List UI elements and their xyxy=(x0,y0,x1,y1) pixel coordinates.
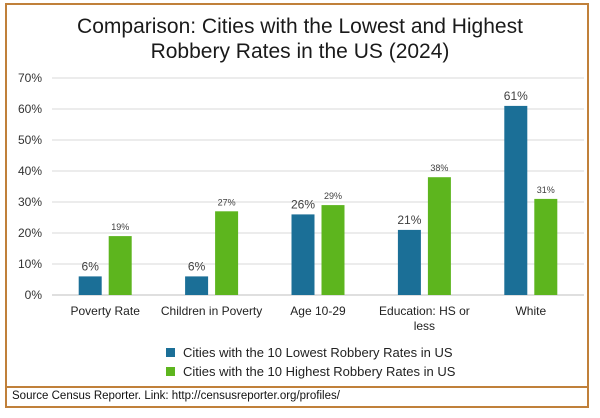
x-tick-label: Education: HS or xyxy=(379,304,470,318)
data-label: 19% xyxy=(111,222,129,232)
x-tick-label: Poverty Rate xyxy=(71,304,141,318)
data-label: 21% xyxy=(397,213,421,227)
y-tick-label: 0% xyxy=(25,288,43,302)
data-label: 61% xyxy=(504,89,528,103)
x-tick-label: White xyxy=(515,304,546,318)
y-tick-label: 50% xyxy=(18,133,42,147)
data-label: 38% xyxy=(430,163,448,173)
source-note: Source Census Reporter. Link: http://cen… xyxy=(12,390,340,402)
data-label: 29% xyxy=(324,191,342,201)
y-tick-label: 20% xyxy=(18,226,42,240)
y-tick-label: 40% xyxy=(18,164,42,178)
chart-title-line2: Robbery Rates in the US (2024) xyxy=(150,40,450,63)
chart-title: Comparison: Cities with the Lowest and H… xyxy=(0,14,600,64)
bar-lowest xyxy=(78,276,102,295)
bar-lowest xyxy=(397,229,421,295)
y-tick-label: 10% xyxy=(18,257,42,271)
bar-lowest xyxy=(291,214,315,295)
y-tick-label: 30% xyxy=(18,195,42,209)
legend-swatch-highest xyxy=(166,367,175,376)
chart-frame xyxy=(5,3,589,408)
data-label: 31% xyxy=(537,185,555,195)
legend-label-lowest: Cities with the 10 Lowest Robbery Rates … xyxy=(183,345,453,360)
chart-title-line1: Comparison: Cities with the Lowest and H… xyxy=(77,15,523,38)
x-tick-label: Age 10-29 xyxy=(290,304,346,318)
legend-label-highest: Cities with the 10 Highest Robbery Rates… xyxy=(183,364,456,379)
legend-swatch-lowest xyxy=(166,348,175,357)
data-label: 26% xyxy=(291,197,315,211)
bar-lowest xyxy=(185,276,209,295)
source-divider xyxy=(7,386,587,388)
data-label: 6% xyxy=(188,259,206,273)
legend-item-lowest: Cities with the 10 Lowest Robbery Rates … xyxy=(166,345,453,360)
data-label: 6% xyxy=(82,259,100,273)
data-label: 27% xyxy=(218,197,236,207)
bar-lowest xyxy=(504,105,528,296)
bar-highest xyxy=(427,177,451,295)
y-tick-label: 70% xyxy=(18,71,42,85)
x-tick-label: Children in Poverty xyxy=(161,304,262,318)
bar-highest xyxy=(108,236,132,295)
bar-highest xyxy=(534,198,558,295)
y-tick-label: 60% xyxy=(18,102,42,116)
legend-item-highest: Cities with the 10 Highest Robbery Rates… xyxy=(166,364,455,379)
bar-highest xyxy=(321,205,345,295)
x-tick-label: less xyxy=(414,319,435,333)
bar-highest xyxy=(215,211,239,295)
